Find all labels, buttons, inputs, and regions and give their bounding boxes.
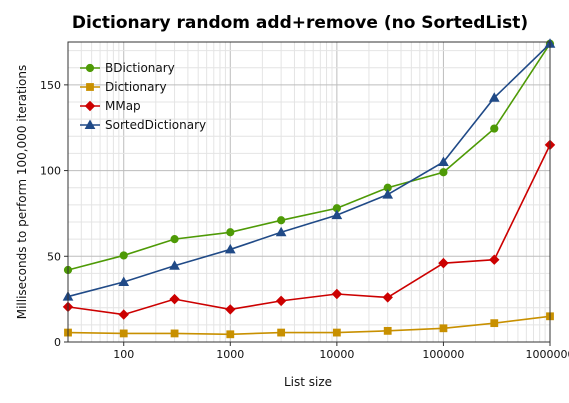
data-point-sorteddictionary <box>331 209 343 220</box>
data-point-dictionary <box>170 329 179 338</box>
legend-swatch-marker <box>84 100 96 112</box>
legend-label: MMap <box>105 99 141 113</box>
x-tick-label: 100000 <box>422 348 464 361</box>
data-point-mmap <box>489 254 500 265</box>
data-point-mmap <box>169 293 180 305</box>
data-point-sorteddictionary <box>224 243 236 254</box>
legend-label: Dictionary <box>105 80 167 94</box>
data-point-mmap <box>438 257 449 269</box>
series-layer <box>62 38 556 339</box>
y-axis: 0 50 100 150 <box>40 79 68 349</box>
series-line-bdictionary <box>67 43 551 271</box>
data-point-sorteddictionary <box>275 226 287 237</box>
data-point-sorteddictionary <box>382 189 394 199</box>
data-point-mmap <box>275 295 287 307</box>
data-point-bdictionary <box>439 168 448 177</box>
x-tick-label: 1000 <box>216 348 244 361</box>
y-tick-label: 0 <box>54 336 61 349</box>
data-point-dictionary <box>119 329 128 338</box>
y-axis-label: Milliseconds to perform 100,000 iteratio… <box>15 65 29 320</box>
data-point-dictionary <box>383 326 392 335</box>
data-point-sorteddictionary <box>118 276 130 286</box>
data-point-bdictionary <box>277 216 286 225</box>
plot-frame <box>67 41 551 343</box>
legend: BDictionary Dictionary MMap SortedDictionar… <box>80 61 206 132</box>
data-point-dictionary <box>439 324 448 333</box>
grid <box>67 42 551 342</box>
data-point-dictionary <box>490 319 499 328</box>
legend-swatch-marker <box>84 119 96 129</box>
y-tick-label: 150 <box>40 79 61 92</box>
data-point-mmap <box>225 304 236 315</box>
legend-swatch-marker <box>86 83 94 91</box>
legend-label: BDictionary <box>105 61 175 75</box>
legend-label: SortedDictionary <box>105 118 206 132</box>
plot-area <box>68 42 550 342</box>
chart-title: Dictionary random add+remove (no SortedL… <box>72 13 528 33</box>
series-line-dictionary <box>67 315 551 336</box>
data-point-sorteddictionary <box>488 92 500 102</box>
data-point-sorteddictionary <box>169 260 180 270</box>
y-tick-label: 100 <box>40 165 61 178</box>
series-line-sorteddictionary <box>67 43 551 298</box>
series-line-mmap <box>67 144 551 316</box>
series-mmap <box>62 139 556 320</box>
data-point-bdictionary <box>490 124 499 133</box>
data-point-mmap <box>331 288 343 300</box>
x-axis-label: List size <box>284 375 332 389</box>
legend-item-dictionary: Dictionary <box>80 80 167 94</box>
x-tick-label: 100 <box>113 348 134 361</box>
legend-item-mmap: MMap <box>80 99 141 113</box>
data-point-dictionary <box>226 330 235 339</box>
x-tick-label: 10000 <box>319 348 354 361</box>
data-point-bdictionary <box>119 251 128 260</box>
data-point-bdictionary <box>170 235 179 244</box>
legend-swatch-marker <box>85 63 95 73</box>
data-point-mmap <box>382 292 393 303</box>
data-point-sorteddictionary <box>438 156 449 166</box>
data-point-bdictionary <box>226 228 235 237</box>
data-point-mmap <box>118 309 129 320</box>
legend-item-bdictionary: BDictionary <box>80 61 175 75</box>
data-point-dictionary <box>332 328 341 337</box>
legend-item-sorteddictionary: SortedDictionary <box>80 118 206 132</box>
data-point-dictionary <box>277 328 286 337</box>
y-tick-label: 50 <box>47 250 61 263</box>
